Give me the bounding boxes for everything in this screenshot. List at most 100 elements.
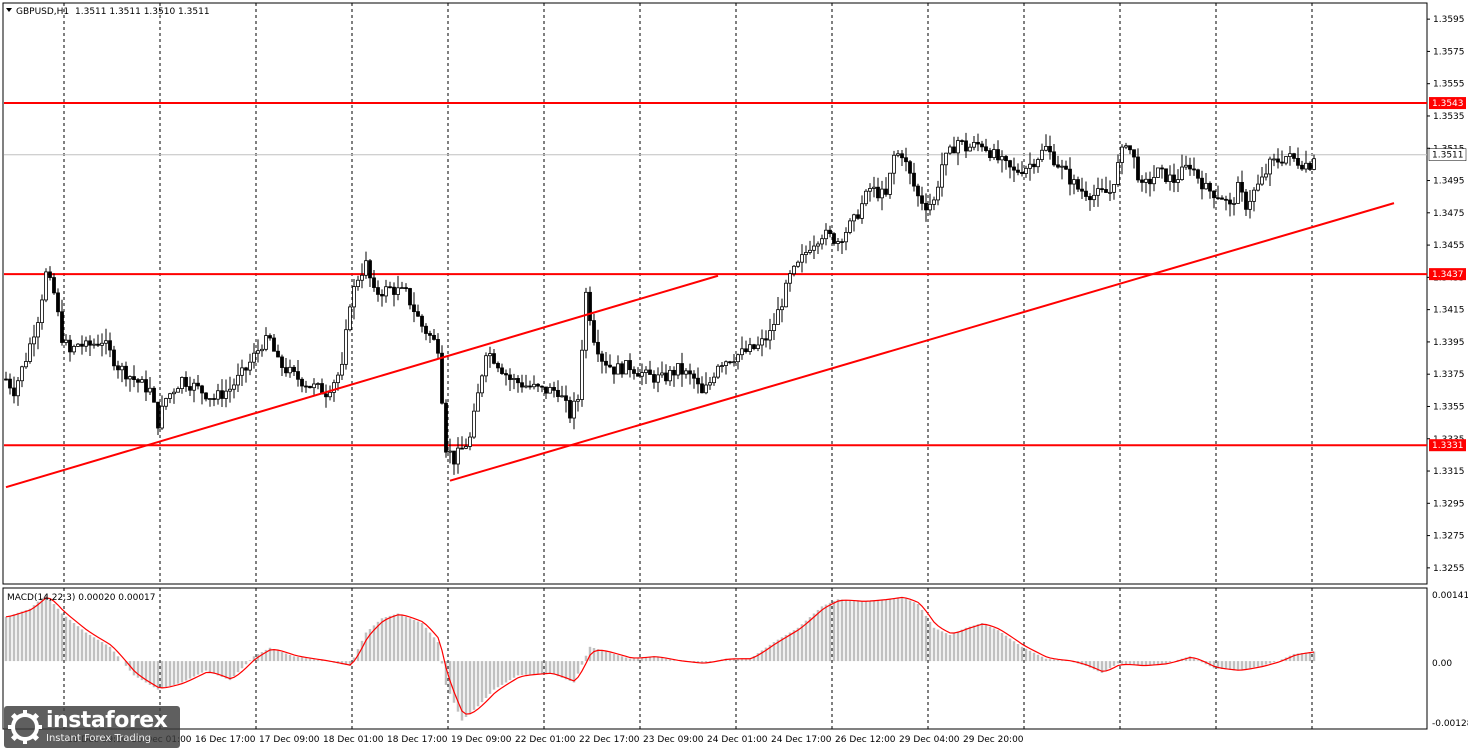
candle-body [128, 376, 132, 380]
candle [496, 361, 500, 373]
candle-body [240, 367, 244, 376]
candle-body [740, 348, 744, 356]
candle [640, 363, 644, 386]
candle [1156, 167, 1160, 178]
candle-body [1280, 161, 1284, 164]
candle [708, 376, 712, 390]
candle [688, 363, 692, 385]
candle-body [268, 335, 272, 339]
candle [1112, 184, 1116, 200]
candle-body [68, 339, 72, 353]
candle-body [1096, 188, 1100, 196]
instaforex-logo-icon [8, 710, 42, 744]
time-axis: 15 Dec 09:0016 Dec 01:0016 Dec 17:0017 D… [67, 735, 1024, 745]
candle [1300, 160, 1304, 171]
candle [1092, 184, 1096, 208]
candle [436, 333, 440, 360]
candle-body [920, 195, 924, 204]
candle [216, 383, 220, 405]
candle [24, 352, 28, 369]
candle [1216, 185, 1220, 200]
candle [1072, 174, 1076, 195]
trendline [5, 274, 719, 489]
candle [1048, 135, 1052, 160]
candle-body [32, 336, 36, 345]
candle [1280, 150, 1284, 167]
candle [552, 381, 556, 398]
candle-body [188, 386, 192, 391]
trendlines [5, 202, 1395, 489]
time-tick-label: 17 Dec 09:00 [259, 735, 320, 745]
candle-body [524, 385, 528, 388]
candle [916, 183, 920, 207]
candle-body [1088, 196, 1092, 201]
candle [660, 361, 664, 378]
candle-body [616, 363, 620, 375]
candle-body [1004, 156, 1008, 162]
candle-body [576, 399, 580, 402]
candle-body [1024, 167, 1028, 174]
candle-body [820, 238, 824, 245]
candle [380, 289, 384, 307]
candle [1184, 155, 1188, 170]
macd-panel[interactable] [2, 587, 1428, 730]
candle [608, 354, 612, 369]
candle [12, 376, 16, 404]
candle [512, 373, 516, 390]
symbol-menu-icon[interactable] [6, 8, 12, 12]
candle-body [532, 383, 536, 388]
candle-body [112, 349, 116, 367]
candle-body [1148, 178, 1152, 185]
watermark-tagline: Instant Forex Trading [46, 733, 152, 744]
candle-body [900, 153, 904, 159]
candle-body [520, 382, 524, 388]
candle-body [1108, 191, 1112, 194]
candle-body [244, 367, 248, 371]
candle [1096, 177, 1100, 207]
candle [136, 377, 140, 393]
candle-body [680, 363, 684, 375]
candle-body [40, 299, 44, 324]
candle-body [356, 279, 360, 287]
candle [1256, 174, 1260, 192]
candle-body [1172, 174, 1176, 183]
candle [1044, 134, 1048, 152]
candle-body [640, 372, 644, 377]
candle-body [168, 393, 172, 399]
price-panel[interactable] [2, 2, 1428, 585]
candle-body [484, 355, 488, 377]
price-tick-label: 1.3495 [1433, 177, 1465, 187]
candle [820, 234, 824, 250]
candle [520, 374, 524, 393]
candle [840, 238, 844, 255]
candle [692, 370, 696, 389]
candle-body [832, 233, 836, 244]
candle [180, 376, 184, 394]
candle-body [1056, 164, 1060, 168]
candle-body [896, 153, 900, 156]
candle [1068, 157, 1072, 196]
candle [328, 385, 332, 401]
candle [1212, 190, 1216, 209]
candle [1200, 170, 1204, 200]
candle [176, 386, 180, 393]
candle-body [160, 405, 164, 429]
candle-body [568, 400, 572, 419]
candle-body [324, 393, 328, 398]
candle [444, 399, 448, 458]
time-tick-label: 22 Dec 01:00 [515, 735, 576, 745]
time-tick-label: 19 Dec 09:00 [451, 735, 512, 745]
candle [944, 152, 948, 176]
candle [1180, 154, 1184, 181]
candle [224, 379, 228, 408]
candle-body [564, 395, 568, 401]
candle-body [684, 370, 688, 375]
candle [244, 366, 248, 383]
candle-body [216, 390, 220, 400]
candle-body [200, 385, 204, 394]
candle [604, 351, 608, 374]
candle [572, 392, 576, 430]
candle [384, 279, 388, 303]
candle-body [976, 141, 980, 145]
